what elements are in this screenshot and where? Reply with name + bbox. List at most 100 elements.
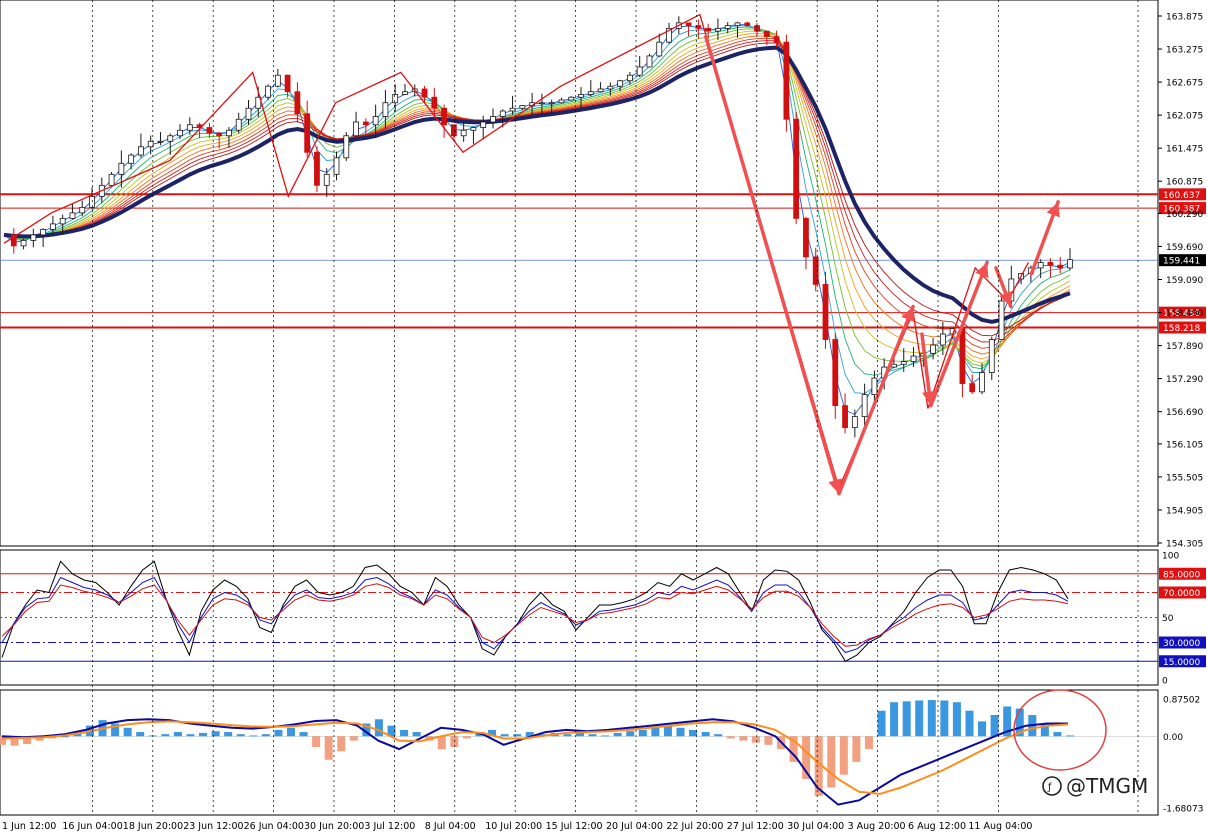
macd-histogram-bar — [513, 734, 522, 737]
candle-body — [402, 91, 408, 95]
macd-histogram-bar — [362, 723, 371, 737]
oscillator-level-label: 85.0000 — [1163, 570, 1200, 580]
forecast-arrow-shaft — [704, 34, 841, 496]
y-tick-label: 157.890 — [1166, 342, 1203, 352]
candle-body — [274, 74, 281, 87]
macd-histogram-bar — [877, 710, 886, 737]
macd-histogram-bar — [261, 734, 270, 737]
price-level-tag — [1159, 321, 1206, 334]
x-tick-label: 15 Jul 12:00 — [546, 821, 603, 832]
macd-histogram-bar — [35, 736, 44, 741]
macd-histogram-bar — [60, 736, 69, 738]
y-tick-label: 154.905 — [1166, 506, 1203, 516]
candle-body — [69, 212, 76, 219]
y-tick-label: 162.075 — [1166, 112, 1203, 122]
watermark: ƒ @TMGM — [1042, 774, 1148, 798]
candle-body — [646, 55, 653, 68]
candle-body — [1047, 262, 1054, 266]
macd-histogram-bar — [337, 736, 346, 752]
macd-y-tick-label: -1.68073 — [1163, 805, 1203, 815]
forecast-arrow-shaft — [837, 304, 915, 496]
candle-body — [128, 154, 135, 164]
oscillator-level-label: 15.0000 — [1163, 658, 1200, 668]
macd-y-tick-label: 0.87502 — [1163, 696, 1200, 706]
macd-histogram-bar — [714, 734, 723, 737]
oscillator-series-line — [1, 560, 1069, 662]
candle-body — [392, 94, 399, 104]
macd-histogram-bar — [563, 734, 572, 737]
candle-body — [666, 27, 672, 43]
price-level-label: 158.488 — [1163, 309, 1200, 319]
candle-body — [763, 30, 770, 38]
oscillator-y-tick-label: 100 — [1162, 552, 1179, 562]
candle-body — [314, 151, 320, 186]
price-level-tag — [1159, 202, 1206, 215]
macd-histogram-bar — [978, 721, 987, 737]
x-tick-label: 23 Jun 12:00 — [183, 821, 243, 832]
candle-body — [490, 116, 496, 123]
y-tick-label: 155.505 — [1166, 473, 1203, 483]
y-tick-label: 163.275 — [1166, 46, 1203, 56]
forecast-arrow-head — [901, 306, 915, 323]
macd-histogram-bar — [726, 736, 735, 739]
candle-body — [20, 240, 27, 247]
candle-body — [431, 96, 438, 109]
macd-histogram-bar — [123, 727, 132, 737]
candle-body — [636, 66, 643, 76]
macd-histogram-bar — [437, 736, 446, 750]
macd-histogram-bar — [525, 732, 534, 737]
candle-body — [157, 140, 164, 143]
price-level-label: 158.218 — [1163, 324, 1200, 334]
candle-body — [979, 372, 985, 393]
candle-body — [265, 85, 271, 98]
candle-body — [851, 416, 858, 429]
macd-histogram-bar — [638, 729, 647, 737]
candle-body — [509, 107, 516, 112]
price-level-tag — [1159, 188, 1206, 201]
macd-histogram-bar — [387, 725, 396, 737]
candle-body — [538, 102, 545, 105]
candle-body — [969, 383, 976, 393]
candle-body — [304, 113, 311, 153]
candle-body — [79, 206, 86, 214]
macd-histogram-bar — [1066, 735, 1074, 737]
x-tick-label: 6 Aug 12:00 — [908, 821, 966, 832]
macd-histogram-bar — [739, 736, 748, 741]
price-level-tag — [1159, 306, 1206, 319]
candle-body — [861, 394, 868, 418]
macd-histogram-bar — [927, 700, 936, 737]
macd-histogram-bar — [349, 736, 358, 741]
price-level-label: 160.387 — [1163, 205, 1200, 215]
macd-histogram-bar — [915, 700, 924, 737]
candle-body — [421, 88, 428, 98]
candle-body — [138, 146, 144, 156]
macd-histogram-bar — [864, 736, 873, 750]
forecast-arrow-head — [975, 262, 989, 279]
candle-body — [734, 22, 741, 27]
macd-histogram-bar — [676, 727, 685, 737]
candle-body — [118, 162, 125, 175]
candle-body — [617, 80, 624, 87]
macd-histogram-bar — [324, 736, 333, 760]
candle-body — [578, 94, 584, 98]
candle-body — [206, 127, 213, 134]
candle-body — [939, 333, 946, 346]
forecast-arrow-head — [828, 478, 842, 494]
oscillator-level-label: 70.0000 — [1163, 589, 1200, 599]
macd-histogram-bar — [224, 732, 233, 737]
candle-body — [108, 173, 115, 186]
macd-histogram-bar — [462, 736, 471, 739]
candle-body — [998, 300, 1005, 340]
y-tick-label: 156.690 — [1166, 408, 1203, 418]
candle-body — [235, 118, 242, 131]
macd-histogram-bar — [651, 727, 660, 737]
ema-slow-line — [3, 45, 1071, 324]
macd-histogram-bar — [299, 732, 308, 737]
x-tick-label: 3 Aug 20:00 — [848, 821, 906, 832]
x-tick-label: 27 Jul 12:00 — [727, 821, 784, 832]
oscillator-level-tag — [1159, 567, 1206, 580]
macd-histogram-bar — [789, 736, 798, 762]
oscillator-series-line — [1, 583, 1069, 647]
forecast-arrow-head — [922, 390, 937, 406]
